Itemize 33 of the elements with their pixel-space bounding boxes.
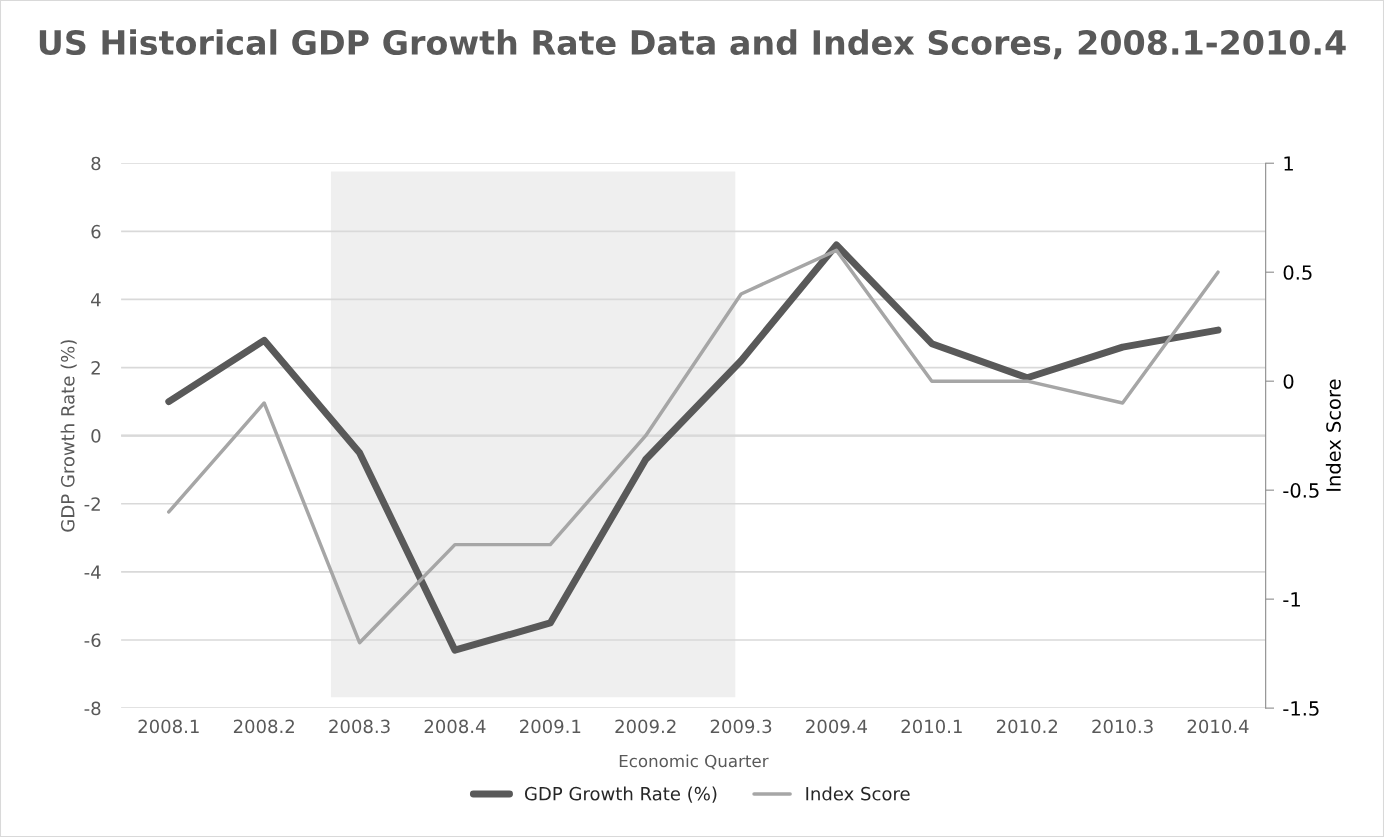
y-tick-label: 6: [91, 224, 101, 239]
y-axis-title: GDP Growth Rate (%): [60, 340, 77, 532]
x-tick-label: 2010.4: [1187, 719, 1249, 734]
y2-tick-label: -1: [1283, 592, 1300, 607]
y2-tick-label: 0: [1283, 374, 1294, 389]
x-tick-label: 2009.1: [520, 719, 581, 734]
y2-tick-label: -1.5: [1283, 701, 1319, 716]
x-tick-label: 2008.4: [424, 719, 486, 734]
y2-tick-label: 0.5: [1283, 265, 1312, 280]
x-tick-label: 2009.4: [806, 719, 868, 734]
y2-axis-title: Index Score: [1325, 379, 1341, 491]
x-tick-label: 2009.2: [615, 719, 676, 734]
y-tick-label: 0: [91, 429, 101, 443]
y-tick-label: -4: [84, 565, 101, 579]
x-tick-label: 2010.2: [996, 719, 1057, 734]
x-tick-label: 2008.2: [233, 719, 294, 734]
legend-label: Index Score: [806, 786, 910, 801]
x-tick-label: 2010.1: [901, 719, 962, 734]
y-tick-label: -8: [84, 701, 101, 716]
y2-tick-label: 1: [1284, 156, 1293, 171]
chart-title: US Historical GDP Growth Rate Data and Index Scores, 2008.1-2010.4: [39, 29, 1346, 60]
y-tick-label: 4: [91, 293, 101, 307]
y-tick-label: 8: [91, 156, 101, 171]
x-tick-label: 2008.3: [329, 719, 390, 734]
x-tick-label: 2008.1: [138, 719, 199, 734]
x-axis-title: Economic Quarter: [619, 754, 769, 770]
y2-tick-label: -0.5: [1283, 483, 1319, 498]
legend-label: GDP Growth Rate (%): [524, 786, 717, 803]
x-tick-label: 2009.3: [710, 719, 772, 734]
y-tick-label: -2: [84, 497, 100, 511]
y-tick-label: 2: [91, 361, 100, 375]
y-tick-label: -6: [84, 633, 101, 648]
x-tick-label: 2010.3: [1092, 719, 1153, 734]
